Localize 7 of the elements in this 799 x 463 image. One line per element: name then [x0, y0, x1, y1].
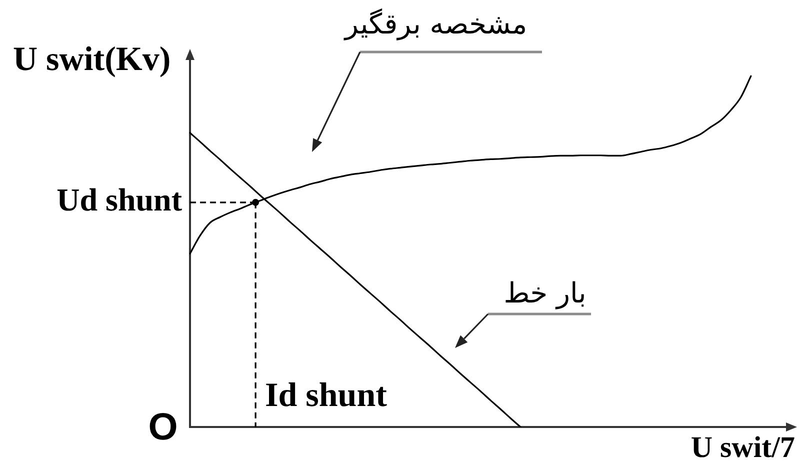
x-axis-title: U swit/7: [690, 431, 795, 463]
text: O: [148, 406, 178, 448]
ref-line-label: Ud shunt: [56, 182, 182, 218]
text: مشخصه برقگیر: [342, 7, 528, 40]
annotation: Id shunt: [265, 376, 388, 414]
y-axis-title: U swit(Kv): [13, 41, 171, 78]
text: بار خط: [504, 276, 586, 310]
